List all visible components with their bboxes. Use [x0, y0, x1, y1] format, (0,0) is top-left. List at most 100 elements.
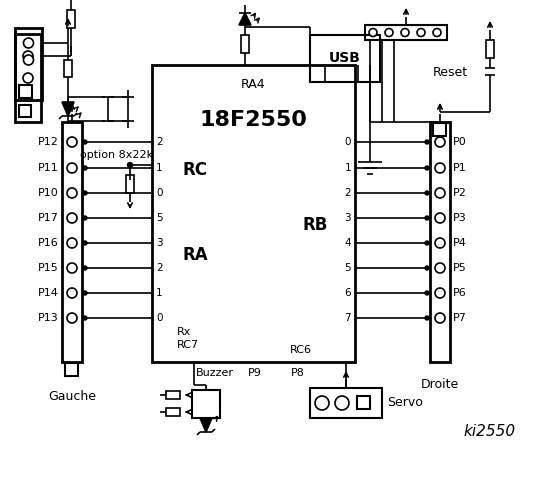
Text: RB: RB — [303, 216, 328, 234]
Text: P2: P2 — [453, 188, 467, 198]
Text: P6: P6 — [453, 288, 467, 298]
Circle shape — [83, 166, 87, 170]
Circle shape — [435, 188, 445, 198]
Text: RA: RA — [182, 246, 207, 264]
Text: 2: 2 — [156, 137, 163, 147]
Circle shape — [67, 288, 77, 298]
Circle shape — [401, 28, 409, 36]
Circle shape — [435, 238, 445, 248]
Text: 1: 1 — [156, 288, 163, 298]
Text: RC: RC — [182, 161, 207, 179]
Circle shape — [83, 140, 87, 144]
Text: P17: P17 — [38, 213, 59, 223]
Text: Gauche: Gauche — [48, 390, 96, 403]
Circle shape — [433, 28, 441, 36]
Bar — [241, 35, 249, 53]
Text: P15: P15 — [38, 263, 59, 273]
Circle shape — [83, 316, 87, 320]
Text: 18F2550: 18F2550 — [200, 110, 307, 130]
Text: RC6: RC6 — [290, 345, 312, 355]
Text: option 8x22k: option 8x22k — [80, 150, 153, 160]
Text: 3: 3 — [156, 238, 163, 248]
Bar — [65, 363, 78, 376]
Text: P14: P14 — [38, 288, 59, 298]
Circle shape — [83, 241, 87, 245]
Text: Rx: Rx — [177, 327, 191, 337]
Text: P3: P3 — [453, 213, 467, 223]
Polygon shape — [62, 102, 74, 116]
Text: USB: USB — [329, 51, 361, 65]
Text: P7: P7 — [453, 313, 467, 323]
Bar — [357, 396, 370, 409]
Text: 2: 2 — [156, 263, 163, 273]
Circle shape — [435, 288, 445, 298]
Bar — [15, 34, 41, 122]
Circle shape — [83, 266, 87, 270]
Text: P10: P10 — [38, 188, 59, 198]
Bar — [15, 28, 42, 100]
Circle shape — [23, 51, 33, 61]
Text: P0: P0 — [453, 137, 467, 147]
Text: 7: 7 — [345, 313, 351, 323]
Circle shape — [67, 213, 77, 223]
Circle shape — [435, 163, 445, 173]
Bar — [310, 35, 380, 82]
Text: Servo: Servo — [387, 396, 423, 409]
Bar — [19, 85, 32, 98]
Circle shape — [385, 28, 393, 36]
Text: P1: P1 — [453, 163, 467, 173]
Text: 6: 6 — [345, 288, 351, 298]
Polygon shape — [239, 13, 251, 25]
Text: P5: P5 — [453, 263, 467, 273]
Circle shape — [67, 137, 77, 147]
Circle shape — [67, 263, 77, 273]
Circle shape — [67, 313, 77, 323]
Text: P12: P12 — [38, 137, 59, 147]
Bar — [166, 408, 180, 416]
Circle shape — [315, 396, 329, 410]
Circle shape — [425, 266, 429, 270]
Text: 5: 5 — [156, 213, 163, 223]
Circle shape — [425, 140, 429, 144]
Bar — [433, 123, 446, 136]
Text: Buzzer: Buzzer — [196, 368, 234, 378]
Bar — [486, 40, 494, 58]
Bar — [62, 122, 82, 362]
Text: P11: P11 — [38, 163, 59, 173]
Bar — [365, 25, 447, 40]
Circle shape — [128, 163, 133, 168]
Text: Droite: Droite — [421, 378, 459, 391]
Bar — [67, 10, 75, 28]
Text: 1: 1 — [156, 163, 163, 173]
Text: P8: P8 — [291, 368, 305, 378]
Text: P9: P9 — [248, 368, 262, 378]
Circle shape — [435, 263, 445, 273]
Circle shape — [67, 238, 77, 248]
Circle shape — [67, 188, 77, 198]
Text: 0: 0 — [156, 313, 163, 323]
Bar — [152, 65, 355, 362]
Circle shape — [83, 291, 87, 295]
Circle shape — [425, 241, 429, 245]
Circle shape — [83, 216, 87, 220]
Circle shape — [369, 28, 377, 36]
Circle shape — [425, 166, 429, 170]
Circle shape — [425, 291, 429, 295]
Circle shape — [435, 137, 445, 147]
Text: 3: 3 — [345, 213, 351, 223]
Circle shape — [335, 396, 349, 410]
Text: RA4: RA4 — [241, 79, 266, 92]
Circle shape — [67, 163, 77, 173]
Bar — [64, 60, 72, 77]
Text: 1: 1 — [345, 163, 351, 173]
Text: ki2550: ki2550 — [464, 424, 516, 440]
Bar — [310, 388, 382, 418]
Text: P16: P16 — [38, 238, 59, 248]
Bar — [166, 391, 180, 399]
Text: Reset: Reset — [433, 65, 468, 79]
Circle shape — [435, 313, 445, 323]
Circle shape — [425, 216, 429, 220]
Text: 0: 0 — [156, 188, 163, 198]
Circle shape — [83, 191, 87, 195]
Bar — [192, 390, 220, 418]
